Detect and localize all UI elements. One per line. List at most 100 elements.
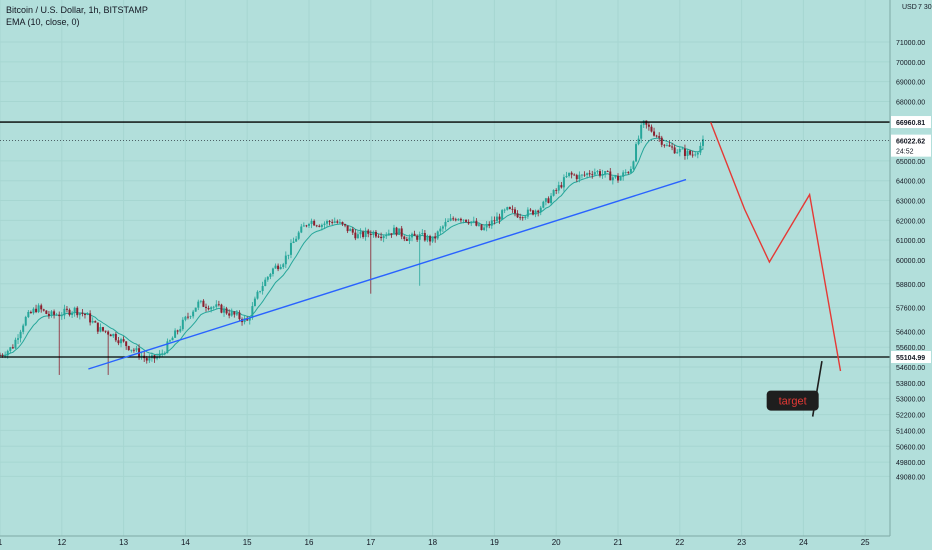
symbol-title: Bitcoin / U.S. Dollar, 1h, BITSTAMP: [6, 4, 148, 16]
time-tick-label: 24: [799, 538, 808, 547]
candle-body: [125, 341, 127, 346]
price-tick-label: 63000.00: [896, 199, 925, 206]
candle-body: [602, 174, 604, 176]
candle-body: [285, 256, 287, 265]
candle-body: [123, 339, 125, 341]
candle-body: [519, 217, 521, 218]
time-tick-label: 18: [428, 538, 437, 547]
candle-body: [25, 317, 27, 325]
candle-body: [681, 149, 683, 150]
candle-body: [393, 228, 395, 235]
candle-body: [197, 302, 199, 308]
candle-body: [416, 236, 418, 240]
candle-body: [231, 312, 233, 316]
time-tick-label: 13: [119, 538, 128, 547]
drawings-group[interactable]: target: [88, 122, 840, 416]
candle-body: [69, 310, 71, 315]
resistance-price-label: 66960.81: [896, 120, 925, 127]
candle-body: [421, 233, 423, 234]
candle-body: [275, 266, 277, 269]
candle-body: [40, 305, 42, 309]
candle-body: [341, 222, 343, 224]
candle-body: [43, 309, 45, 310]
candle-body: [264, 280, 266, 286]
candle-body: [566, 176, 568, 177]
candle-body: [540, 208, 542, 213]
candle-body: [362, 232, 364, 237]
candle-body: [563, 177, 565, 187]
candle-body: [79, 313, 81, 315]
candle-body: [571, 173, 573, 175]
candle-body: [257, 292, 259, 299]
candle-body: [159, 354, 161, 357]
candle-body: [293, 242, 295, 243]
candle-body: [107, 332, 109, 335]
candle-body: [424, 233, 426, 240]
candle-body: [403, 237, 405, 240]
candle-body: [51, 311, 53, 316]
candle-body: [591, 174, 593, 175]
price-tick-label: 54600.00: [896, 365, 925, 372]
candle-body: [699, 146, 701, 153]
candle-body: [398, 228, 400, 235]
candle-body: [182, 320, 184, 329]
candle-body: [38, 305, 40, 312]
candle-body: [614, 176, 616, 178]
candle-body: [174, 330, 176, 337]
candle-body: [599, 171, 601, 176]
candle-body: [504, 210, 506, 211]
candle-body: [202, 301, 204, 307]
candle-body: [514, 209, 516, 213]
indicator-title: EMA (10, close, 0): [6, 16, 148, 28]
chart-legend: Bitcoin / U.S. Dollar, 1h, BITSTAMP EMA …: [6, 4, 148, 28]
candle-body: [372, 232, 374, 235]
candle-body: [648, 125, 650, 127]
candle-body: [475, 221, 477, 226]
candle-body: [311, 221, 313, 224]
candle-body: [676, 152, 678, 153]
ascending-trendline: [88, 180, 686, 369]
candle-body: [228, 313, 230, 315]
price-tick-label: 60000.00: [896, 258, 925, 265]
candle-body: [684, 149, 686, 156]
candle-body: [210, 307, 212, 309]
candle-body: [81, 313, 83, 314]
candle-body: [272, 269, 274, 274]
candle-body: [56, 315, 58, 316]
time-tick-label: 25: [861, 538, 870, 547]
target-label: target: [779, 396, 807, 408]
candle-body: [527, 210, 529, 217]
candle-body: [226, 308, 228, 313]
horizontal-levels-group[interactable]: [0, 122, 890, 357]
candle-body: [115, 334, 117, 340]
candle-body: [105, 331, 107, 332]
candle-body: [339, 222, 341, 223]
candle-body: [300, 227, 302, 233]
price-tick-label: 49080.00: [896, 474, 925, 481]
candle-body: [558, 185, 560, 190]
candle-body: [146, 358, 148, 360]
candle-body: [499, 217, 501, 220]
candle-body: [419, 234, 421, 240]
candle-body: [22, 326, 24, 332]
candle-body: [697, 153, 699, 155]
candle-body: [576, 175, 578, 179]
price-tick-label: 53800.00: [896, 381, 925, 388]
candle-body: [58, 315, 60, 316]
candle-body: [547, 198, 549, 203]
candle-body: [280, 267, 282, 269]
candle-body: [411, 234, 413, 238]
candle-body: [99, 327, 101, 332]
candle-body: [535, 211, 537, 215]
candle-body: [406, 239, 408, 241]
price-tick-label: 68000.00: [896, 99, 925, 106]
candle-body: [87, 313, 89, 315]
time-axis[interactable]: [0, 536, 932, 550]
candle-body: [12, 347, 14, 348]
candle-body: [184, 317, 186, 320]
candle-body: [532, 210, 534, 214]
price-tick-label: 65000.00: [896, 159, 925, 166]
price-tick-label: 58800.00: [896, 282, 925, 289]
candle-body: [581, 175, 583, 176]
